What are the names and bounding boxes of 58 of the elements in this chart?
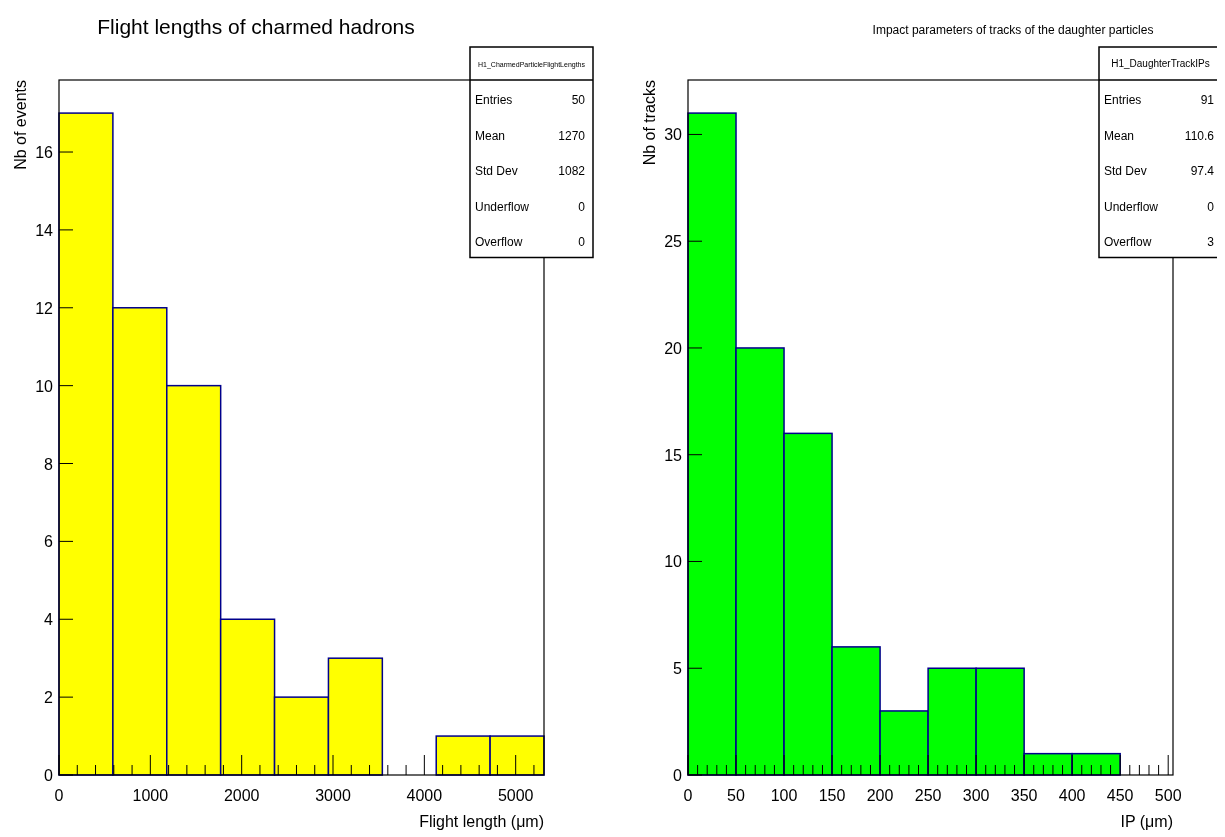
- x-axis-title: Flight length (μm): [419, 813, 544, 830]
- y-tick-label: 20: [664, 339, 683, 357]
- x-tick-label: 5000: [497, 787, 534, 804]
- y-tick-label: 4: [44, 611, 54, 629]
- x-tick-label: 2000: [223, 787, 260, 804]
- text: 1270: [558, 128, 586, 143]
- annotation: Underflow: [475, 199, 530, 214]
- annotation: Entries: [475, 93, 513, 107]
- x-tick-label: 350: [1010, 787, 1038, 804]
- annotation: Mean: [475, 128, 506, 143]
- x-tick-label: 50: [727, 787, 746, 804]
- y-tick-label: 0: [673, 767, 683, 784]
- annotation: Overflow: [475, 235, 523, 249]
- x-tick-label: 200: [866, 787, 894, 804]
- annotation: Mean: [1104, 128, 1135, 143]
- y-tick-label: 14: [35, 221, 54, 239]
- y-tick-label: 0: [44, 767, 54, 784]
- y-tick-label: 30: [664, 126, 683, 144]
- text: 1082: [558, 164, 586, 178]
- x-axis-title: IP (μm): [1120, 813, 1173, 830]
- y-tick-label: 5: [673, 660, 683, 678]
- y-axis-title: Nb of events: [12, 80, 29, 170]
- annotation: Entries: [1104, 93, 1142, 107]
- annotation: Std Dev: [475, 164, 518, 178]
- x-tick-label: 3000: [315, 787, 351, 804]
- x-tick-label: 500: [1154, 787, 1182, 804]
- text: 110.6: [1184, 128, 1215, 143]
- x-tick-label: 450: [1106, 787, 1134, 804]
- chart-title: Flight lengths of charmed hadrons: [97, 15, 415, 38]
- text: 50: [571, 93, 586, 107]
- x-tick-label: 4000: [406, 787, 443, 804]
- x-tick-label: 1000: [132, 787, 169, 804]
- chart-title: Impact parameters of tracks of the daughter particles: [872, 23, 1154, 37]
- x-tick-label: 150: [818, 787, 846, 804]
- y-tick-label: 6: [44, 533, 54, 551]
- x-tick-label: 400: [1058, 787, 1086, 804]
- x-tick-label: 100: [770, 787, 798, 804]
- text: 0: [1207, 199, 1215, 214]
- y-tick-label: 8: [44, 455, 54, 473]
- y-tick-label: 10: [35, 377, 54, 395]
- y-tick-label: 12: [35, 299, 54, 317]
- y-tick-label: 2: [44, 689, 54, 707]
- text: 3: [1207, 235, 1215, 249]
- y-axis-title: Nb of tracks: [641, 80, 658, 166]
- y-tick-label: 10: [664, 553, 683, 571]
- x-tick-label: 250: [914, 787, 942, 804]
- annotation: Overflow: [1104, 235, 1152, 249]
- y-tick-label: 15: [664, 446, 683, 464]
- text: 97.4: [1190, 164, 1215, 178]
- y-tick-label: 25: [664, 233, 683, 251]
- text: H1_DaughterTrackIPs: [1111, 58, 1210, 69]
- x-tick-label: 300: [962, 787, 990, 804]
- y-tick-label: 16: [35, 144, 54, 162]
- text: 0: [578, 235, 586, 249]
- annotation: Std Dev: [1104, 164, 1147, 178]
- annotation: Underflow: [1104, 199, 1159, 214]
- text: 91: [1200, 93, 1215, 107]
- text: 0: [578, 199, 586, 214]
